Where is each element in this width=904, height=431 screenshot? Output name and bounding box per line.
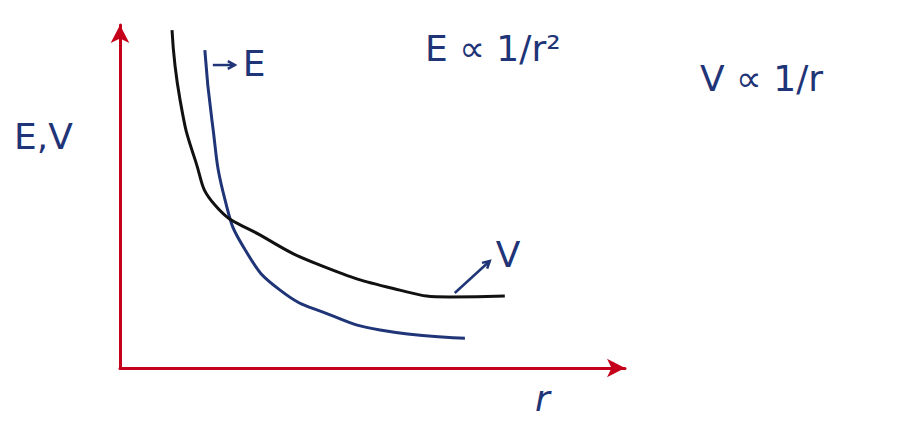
- svg-text:E: E: [243, 43, 266, 84]
- svg-text:V: V: [496, 234, 521, 275]
- svg-text:E,V: E,V: [14, 116, 73, 157]
- svg-text:V ∝ 1/r: V ∝ 1/r: [700, 58, 823, 99]
- svg-text:E ∝ 1/r²: E ∝ 1/r²: [425, 28, 561, 69]
- svg-text:r: r: [535, 378, 552, 419]
